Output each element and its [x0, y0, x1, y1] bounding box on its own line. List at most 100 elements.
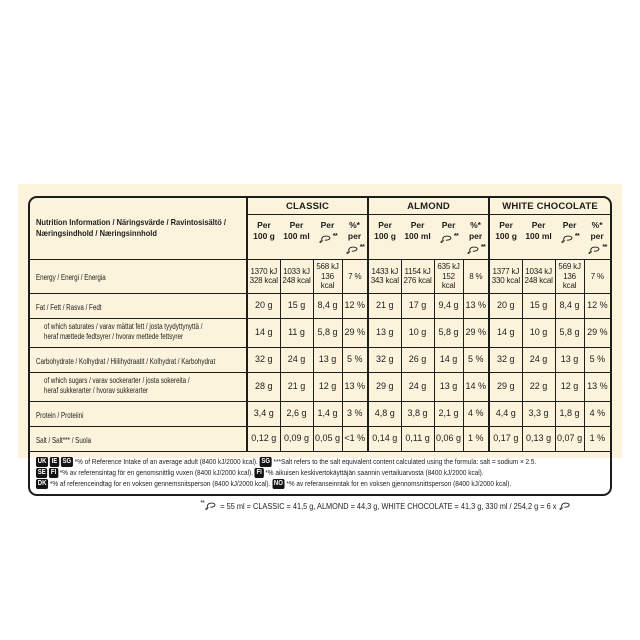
nutrient-value: 0,07 g — [557, 433, 583, 443]
nutrient-value-cell: 0,06 g — [433, 426, 464, 452]
footnote-text: *% of Reference Intake of an average adu… — [74, 456, 260, 466]
subheader-row: Per 100 g Per 100 ml Per ** %* per ** Per 100 g Pe… — [30, 214, 610, 260]
subheader-line: 100 ml — [283, 231, 310, 241]
nutrient-value-cell: 15 g — [521, 293, 556, 319]
nutrient-value-cell: 0,12 g — [246, 426, 280, 452]
nutrient-value-cell: 4,8 g — [367, 401, 402, 427]
nutrient-value-cell: 9,4 g — [433, 293, 464, 319]
nutrient-value-cell: 14 g — [246, 318, 280, 348]
nutrient-value-cell: 3,8 g — [400, 401, 435, 427]
nutrient-value: 13 % — [465, 300, 487, 310]
subheader-line: 100 g — [253, 231, 275, 241]
nutrient-value-cell: 10 g — [400, 318, 435, 348]
nutrition-table: Nutrition Information / Näringsvärde / R… — [30, 198, 610, 494]
subheader-portion-line: ** — [313, 231, 342, 245]
nutrient-value-cell: 20 g — [488, 293, 523, 319]
portion-marker: ** — [453, 233, 459, 240]
nutrient-value-cell: 0,13 g — [521, 426, 556, 452]
nutrient-value: 5,8 g — [559, 327, 580, 337]
subheader-per-portion: Per ** — [313, 214, 342, 260]
nutrient-value-cell: 7 % — [341, 259, 369, 294]
nutrient-value: 24 g — [408, 381, 427, 391]
subheader-line: %* per — [468, 220, 483, 241]
product-header-row: Nutrition Information / Näringsvärde / R… — [30, 198, 610, 260]
nutrient-value: 0,05 g — [314, 433, 341, 443]
subheader-line: Per — [441, 220, 456, 230]
subheader-line: Per — [378, 220, 392, 230]
subheader-pct-per-portion: %* per ** — [584, 214, 610, 260]
product-column-header: ALMOND — [367, 198, 490, 215]
nutrient-row-label: Fat / Fett / Rasva / Fedt — [36, 302, 102, 312]
nutrient-value: 22 g — [529, 381, 548, 391]
nutrient-value: 11 g — [288, 327, 305, 337]
nutrient-value-cell: 4 % — [583, 401, 610, 427]
nutrient-value: 12 g — [318, 381, 337, 391]
nutrient-value: 0,11 g — [405, 433, 430, 443]
country-code-badge: IE — [49, 456, 60, 467]
nutrient-value: 14 g — [254, 327, 273, 337]
nutrition-info-header: Nutrition Information / Näringsvärde / R… — [36, 216, 226, 238]
footnote-line: SE FI *% av referensintag för en genomsnit… — [36, 467, 526, 478]
nutrient-value: 2,6 g — [286, 408, 307, 418]
subheader-portion-line: ** — [463, 242, 488, 256]
nutrient-value: 0,13 g — [526, 433, 552, 443]
nutrient-row: Salt / Salt*** / Suola 0,12 g 0,09 g 0,05 g… — [30, 426, 610, 452]
subheader-per-portion: Per ** — [434, 214, 464, 260]
subheader-line: Per — [531, 220, 546, 230]
subheader-portion-line: ** — [584, 242, 610, 256]
nutrient-row-label-cell: Salt / Salt*** / Suola — [30, 426, 247, 452]
nutrient-value: 10 g — [408, 327, 427, 337]
nutrient-value-cell: 14 g — [488, 318, 523, 348]
nutrient-value: 21 g — [376, 300, 394, 310]
nutrient-value-cell: 5,8 g — [312, 318, 342, 348]
subheader-portion-line: ** — [434, 231, 463, 245]
nutrient-value: 4 % — [589, 408, 606, 418]
nutrient-value-cell: 4,4 g — [488, 401, 523, 427]
nutrient-row: Fat / Fett / Rasva / Fedt 20 g 15 g 8,4 g 12… — [30, 293, 610, 319]
product-column-header: CLASSIC — [245, 198, 369, 215]
nutrient-value: 29 g — [376, 381, 394, 391]
nutrient-row-label: of which saturates / varav mättat fett /… — [44, 321, 203, 341]
country-code-badge: SG — [60, 456, 73, 467]
nutrient-value: 29 % — [344, 327, 366, 337]
nutrient-value: 29 g — [497, 381, 515, 391]
nutrient-value-cell: 1 % — [583, 426, 610, 452]
portion-marker: ** — [574, 233, 580, 240]
nutrient-value: 1,8 g — [559, 408, 580, 418]
ice-cream-bar-icon — [467, 245, 480, 256]
nutrient-value: 8,4 g — [559, 300, 580, 310]
nutrient-row-label: Salt / Salt*** / Suola — [36, 435, 92, 445]
nutrient-row: Protein / Proteiini 3,4 g 2,6 g 1,4 g 3 % 4,8… — [30, 401, 610, 427]
nutrient-value: 14 g — [439, 354, 458, 364]
nutrient-value: 1433 kJ 343 kcal — [370, 266, 399, 286]
nutrient-value: 0,14 g — [372, 433, 398, 443]
subheader-per-portion: Per ** — [555, 214, 585, 260]
nutrient-value: 1033 kJ 248 kcal — [282, 266, 311, 286]
nutrient-value: 635 kJ 152 kcal — [437, 262, 460, 290]
nutrient-row: of which sugars / varav sockerarter / jo… — [30, 372, 610, 402]
nutrient-value: 5,8 g — [438, 327, 459, 337]
nutrient-value-cell: 29 g — [488, 372, 523, 402]
subheader-per-100g: Per 100 g — [367, 214, 402, 260]
subheader-per-100ml: Per 100 ml — [280, 214, 313, 260]
nutrient-value-cell: 22 g — [521, 372, 556, 402]
subheader-pct-per-portion: %* per ** — [342, 214, 369, 260]
ice-cream-bar-icon — [561, 234, 574, 245]
nutrient-value: 568 kJ 136 kcal — [316, 262, 339, 290]
nutrient-value-cell: 10 g — [521, 318, 556, 348]
nutrient-value-cell: 12 g — [312, 372, 342, 402]
product-name: ALMOND — [407, 201, 450, 212]
nutrient-value-cell: 24 g — [521, 347, 556, 373]
nutrient-row: Carbohydrate / Kolhydrat / Hiilihydraati… — [30, 347, 610, 373]
nutrient-value-cell: 13 g — [433, 372, 464, 402]
nutrient-value: 32 g — [376, 354, 394, 364]
ice-cream-bar-icon — [205, 501, 217, 511]
nutrient-value-cell: 28 g — [246, 372, 280, 402]
nutrient-value-cell: 3,4 g — [246, 401, 280, 427]
nutrient-value-cell: 17 g — [400, 293, 435, 319]
nutrient-value: 12 % — [587, 300, 608, 310]
nutrient-row-label-cell: Fat / Fett / Rasva / Fedt — [30, 293, 247, 319]
nutrient-value: 4 % — [468, 408, 484, 418]
subheader-line: 100 ml — [404, 231, 431, 241]
